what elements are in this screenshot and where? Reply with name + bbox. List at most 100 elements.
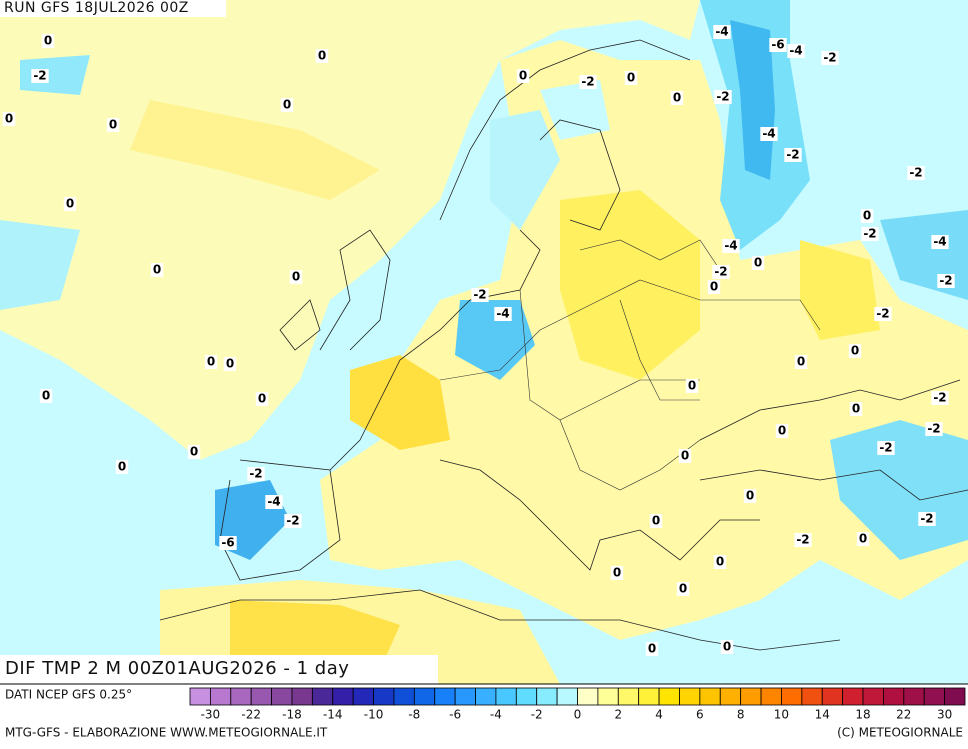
credit-left: MTG-GFS - ELABORAZIONE WWW.METEOGIORNALE…: [5, 726, 328, 740]
contour-label: 0: [118, 460, 126, 474]
colorbar-swatch: [821, 687, 844, 706]
contour-label: 0: [226, 357, 234, 371]
cool-area: [0, 220, 80, 310]
contour-label: -6: [221, 536, 234, 550]
colorbar-swatch: [434, 687, 456, 706]
colorbar-swatch: [903, 687, 925, 706]
contour-label: -2: [876, 307, 889, 321]
label-box: [471, 288, 489, 302]
label-box: [315, 49, 329, 63]
contour-label: -2: [863, 227, 876, 241]
contour-label: 0: [66, 197, 74, 211]
contour-label: 0: [716, 555, 724, 569]
title-box: [0, 655, 438, 684]
colorbar-tick-label: -6: [449, 708, 461, 722]
colorbar: -30 -22 -18 -14 -10 -8 -6 -4 -2 0 2 4 6 8 10 14 18 22 30: [189, 687, 966, 722]
label-box: [624, 71, 638, 85]
warm-core: [130, 100, 380, 200]
coastline: [539, 119, 621, 231]
contour-label: -2: [33, 69, 46, 83]
label-box: [794, 355, 808, 369]
contour-label: -4: [762, 127, 775, 141]
colorbar-tick-label: -22: [241, 708, 261, 722]
colorbar-tick-label: 6: [696, 708, 704, 722]
cool-area: [20, 55, 90, 95]
colorbar-tick-label: -8: [408, 708, 420, 722]
contour-label: 0: [852, 402, 860, 416]
contour-label: -2: [581, 75, 594, 89]
contour-label: -2: [939, 274, 952, 288]
cold-core: [455, 300, 535, 380]
label-box: [937, 274, 955, 288]
contour-label: 0: [109, 118, 117, 132]
contour-label: 0: [851, 344, 859, 358]
label-box: [760, 127, 778, 141]
label-box: [645, 642, 659, 656]
borders: [439, 239, 821, 491]
label-box: [931, 391, 949, 405]
colorbar-swatch: [454, 687, 476, 706]
label-box: [931, 235, 949, 249]
label-box: [150, 263, 164, 277]
contour-label: 0: [190, 445, 198, 459]
contour-label: 0: [318, 49, 326, 63]
label-box: [649, 514, 663, 528]
label-box: [722, 239, 740, 253]
contour-label: 0: [153, 263, 161, 277]
contour-label: -2: [823, 51, 836, 65]
colorbar-tick-label: 4: [655, 708, 663, 722]
contour-label: 0: [723, 640, 731, 654]
contour-label: -2: [786, 148, 799, 162]
contour-label: 0: [42, 389, 50, 403]
contour-label: -2: [927, 422, 940, 436]
label-box: [877, 441, 895, 455]
label-box: [713, 25, 731, 39]
label-box: [707, 280, 721, 294]
colorbar-swatch: [638, 687, 660, 706]
colorbar-swatch: [699, 687, 721, 706]
colorbar-swatch: [883, 687, 905, 706]
label-box: [720, 640, 734, 654]
contour-label: -2: [714, 265, 727, 279]
colorbar-tick-label: -30: [201, 708, 221, 722]
label-box: [41, 34, 55, 48]
label-box: [187, 445, 201, 459]
colorbar-swatch: [373, 687, 395, 706]
colorbar-swatch: [719, 687, 742, 706]
label-box: [223, 357, 237, 371]
label-box: [516, 69, 530, 83]
border: [579, 239, 721, 271]
colorbar-swatch: [577, 687, 599, 706]
contour-label: 0: [283, 98, 291, 112]
contour-label: 0: [613, 566, 621, 580]
colorbar-swatch: [801, 687, 823, 706]
contour-label: 0: [648, 642, 656, 656]
contour-label: 0: [258, 392, 266, 406]
label-box: [280, 98, 294, 112]
contour-label: -4: [715, 25, 728, 39]
colorbar-swatch: [781, 687, 803, 706]
colorbar-tick-label: 10: [774, 708, 789, 722]
colorbar-swatch: [862, 687, 884, 706]
contour-label: 0: [746, 489, 754, 503]
colorbar-swatch: [658, 687, 680, 706]
contour-label: -2: [249, 467, 262, 481]
label-box: [821, 51, 839, 65]
colorbar-swatch: [250, 687, 272, 706]
label-box: [784, 148, 802, 162]
colorbar-swatch: [944, 687, 966, 706]
colorbar-swatch: [740, 687, 762, 706]
colorbar-swatch: [556, 687, 578, 706]
contour-label: -4: [724, 239, 737, 253]
colorbar-tick-label: -18: [282, 708, 302, 722]
label-box: [874, 307, 892, 321]
contour-label: 0: [292, 270, 300, 284]
label-box: [670, 91, 684, 105]
label-box: [284, 514, 302, 528]
contour-label: -6: [771, 38, 784, 52]
label-box: [775, 424, 789, 438]
label-box: [247, 467, 265, 481]
contour-label: -2: [473, 288, 486, 302]
label-box: [289, 270, 303, 284]
